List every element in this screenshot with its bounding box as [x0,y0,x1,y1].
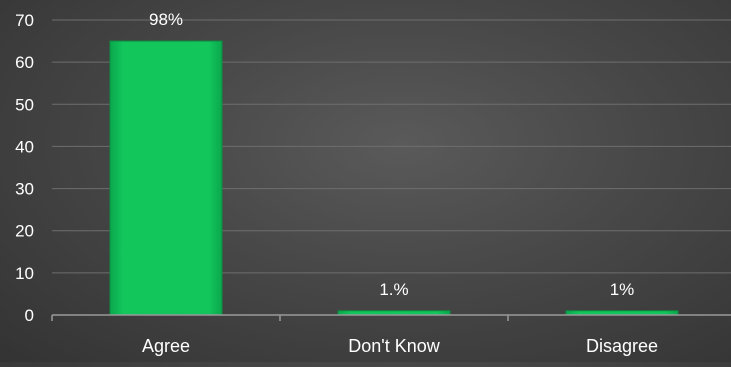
y-tick-label: 0 [25,306,34,325]
data-label: 1.% [379,280,408,299]
y-axis-tick-labels: 0 10 20 30 40 50 60 70 [15,11,34,325]
bars [109,40,679,316]
y-tick-label: 60 [15,53,34,72]
x-axis-category-labels: Agree Don't Know Disagree [142,336,658,356]
x-axis [51,314,731,321]
bar [109,40,223,316]
x-tick-label: Don't Know [348,336,440,356]
data-label: 1% [610,280,635,299]
data-label: 98% [149,10,183,29]
data-labels: 98% 1.% 1% [149,10,634,299]
y-tick-label: 10 [15,264,34,283]
y-tick-label: 40 [15,137,34,156]
y-tick-label: 30 [15,180,34,199]
x-tick-label: Agree [142,336,190,356]
y-tick-label: 20 [15,222,34,241]
x-tick-label: Disagree [586,336,658,356]
y-tick-label: 50 [15,95,34,114]
y-tick-label: 70 [15,11,34,30]
